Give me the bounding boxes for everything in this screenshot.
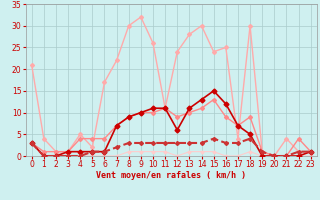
X-axis label: Vent moyen/en rafales ( km/h ): Vent moyen/en rafales ( km/h ) (96, 171, 246, 180)
